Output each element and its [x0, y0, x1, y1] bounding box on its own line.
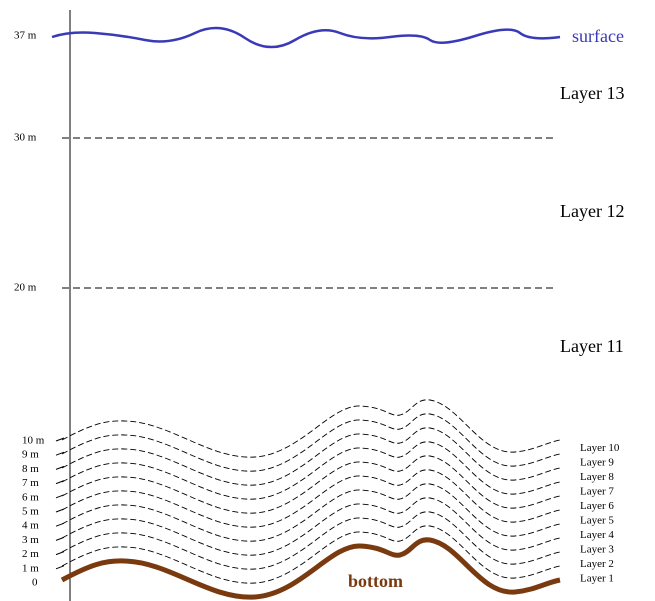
depth-tick: [55, 551, 65, 556]
depth-label: 9 m: [22, 449, 39, 461]
depth-label: 8 m: [22, 463, 39, 475]
layer-label: Layer 3: [580, 544, 614, 556]
layer-label: Layer 10: [580, 442, 620, 454]
depth-label: 4 m: [22, 520, 39, 532]
depth-label: 0: [32, 577, 38, 589]
depth-tick: [55, 536, 65, 541]
depth-label: 30 m: [14, 132, 37, 144]
layer-label: Layer 4: [580, 529, 614, 541]
layer-label: Layer 2: [580, 558, 614, 570]
layer-label: Layer 1: [580, 573, 614, 585]
depth-label: 10 m: [22, 435, 45, 447]
layer-boundary: [61, 455, 561, 514]
layer-label: Layer 11: [560, 336, 624, 356]
surface-label: surface: [572, 26, 624, 46]
depth-tick: [55, 522, 65, 527]
depth-label: 20 m: [14, 282, 37, 294]
layer-boundary: [61, 441, 561, 500]
bottom-line: [60, 537, 561, 600]
layer-label: Layer 12: [560, 201, 624, 221]
depth-tick: [55, 465, 65, 470]
layer-boundary: [61, 497, 561, 556]
surface-line: [51, 26, 561, 49]
depth-tick: [55, 480, 65, 485]
layer-label: Layer 9: [580, 457, 614, 469]
depth-tick: [55, 565, 65, 570]
depth-label: 3 m: [22, 534, 39, 546]
depth-label: 5 m: [22, 506, 39, 518]
layer-label: Layer 5: [580, 515, 614, 527]
layer-boundary: [61, 413, 561, 472]
layer-label: Layer 13: [560, 83, 624, 103]
bottom-label: bottom: [348, 571, 403, 591]
layer-label: Layer 8: [580, 471, 614, 483]
depth-label: 6 m: [22, 491, 39, 503]
layer-boundary: [61, 511, 561, 570]
depth-label: 2 m: [22, 548, 39, 560]
layer-boundary: [61, 427, 561, 486]
depth-label: 7 m: [22, 477, 39, 489]
layer-label: Layer 7: [580, 486, 614, 498]
layer-label: Layer 6: [580, 500, 614, 512]
layer-boundary: [61, 399, 561, 458]
depth-tick: [55, 437, 65, 442]
depth-tick: [55, 451, 65, 456]
depth-label: 37 m: [14, 30, 37, 42]
depth-tick: [55, 508, 65, 513]
depth-tick: [55, 494, 65, 499]
layer-boundary: [61, 469, 561, 528]
layer-boundary: [61, 525, 561, 584]
depth-label: 1 m: [22, 562, 39, 574]
layer-boundary: [61, 483, 561, 542]
